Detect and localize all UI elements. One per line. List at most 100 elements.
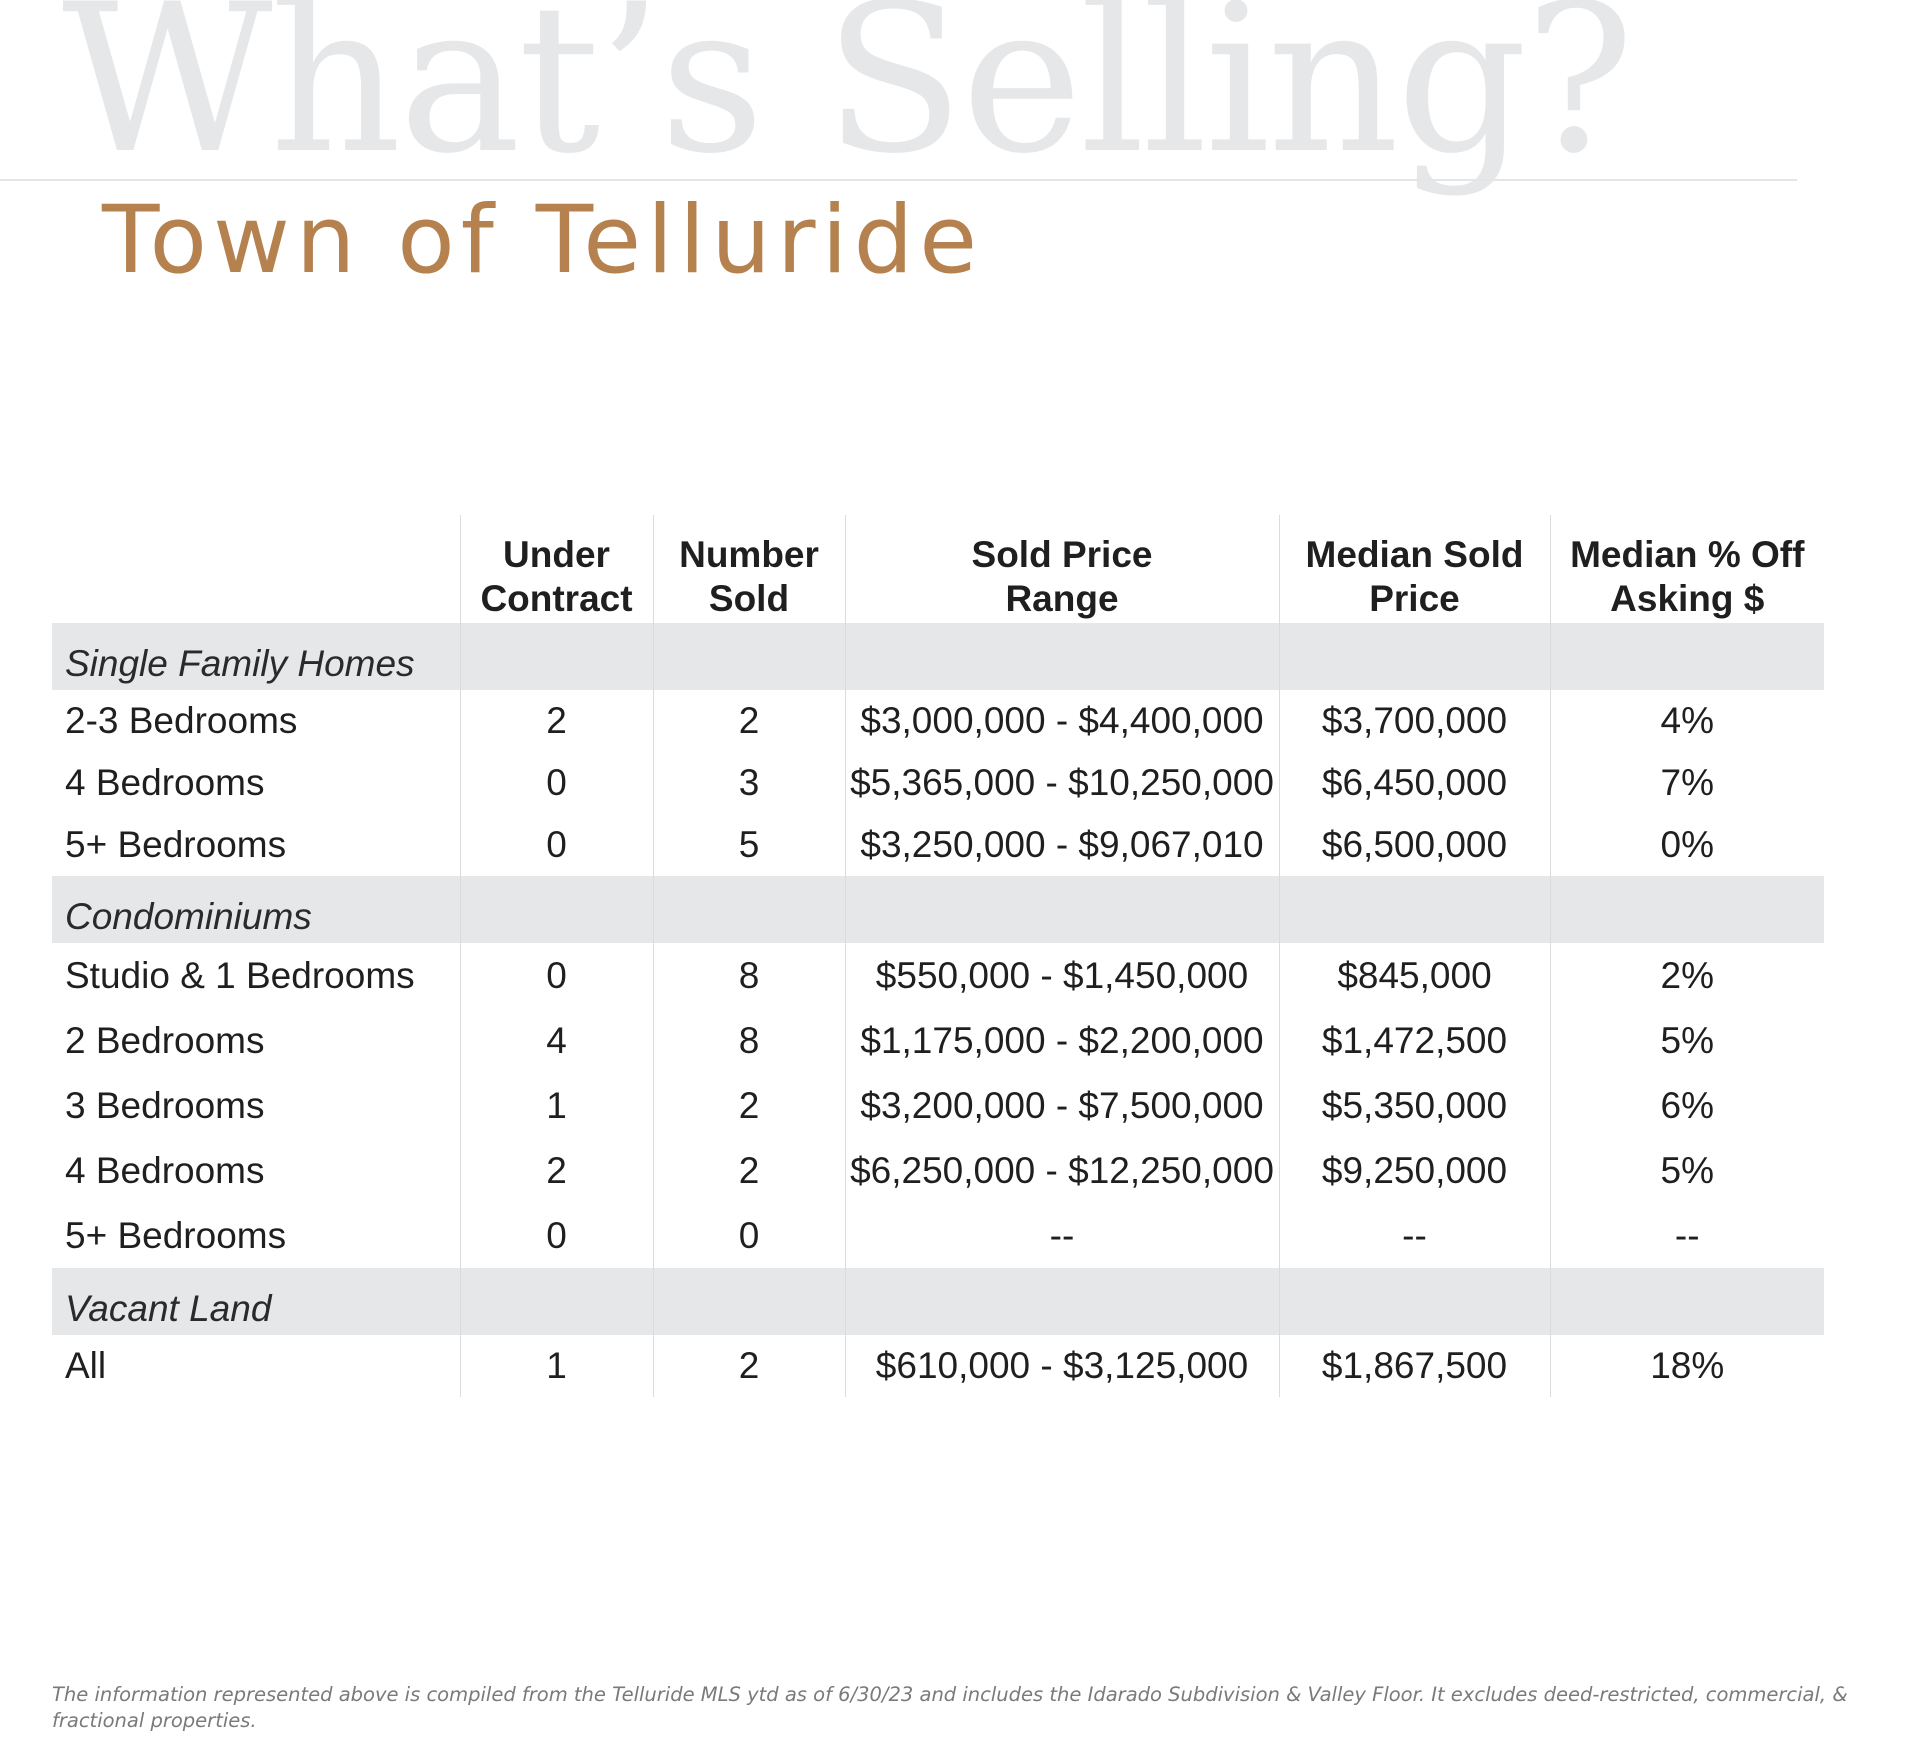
under-contract-cell: 2 [459,1138,653,1203]
row-label: 2 Bedrooms [65,1019,265,1061]
median-price-cell: $1,472,500 [1278,1008,1550,1073]
header-sold-price-range-line1: Sold Price [971,534,1153,575]
median-price-cell: $9,250,000 [1278,1138,1550,1203]
off-asking-cell: 2% [1549,943,1824,1008]
table-row: Studio & 1 Bedrooms 0 8 $550,000 - $1,45… [52,943,1824,1008]
section-cell [1549,1268,1824,1335]
section-label: Condominiums [52,876,460,943]
row-label: 2-3 Bedrooms [65,700,298,741]
median-price-cell: $845,000 [1278,943,1550,1008]
median-price-cell: -- [1278,1203,1550,1268]
section-row-condominiums: Condominiums [52,876,1824,943]
median-price-cell: $1,867,500 [1278,1335,1550,1397]
header-number-sold: Number Sold [652,515,845,623]
under-contract-cell: 4 [459,1008,653,1073]
row-label: 4 Bedrooms [65,762,265,803]
header-median-sold-price-line2: Price [1369,578,1460,619]
section-cell [459,623,653,690]
header-median-off-asking-line1: Median % Off [1570,534,1805,575]
section-cell [844,623,1279,690]
section-cell [1549,876,1824,943]
table-row: All 1 2 $610,000 - $3,125,000 $1,867,500… [52,1335,1824,1397]
section-label: Vacant Land [52,1268,460,1335]
median-price-cell: $3,700,000 [1278,690,1550,752]
header-median-sold-price: Median Sold Price [1278,515,1550,623]
price-range-cell: -- [844,1203,1279,1268]
off-asking-cell: 18% [1549,1335,1824,1397]
number-sold-cell: 3 [652,752,845,814]
median-price-cell: $6,500,000 [1278,814,1550,876]
price-range-cell: $610,000 - $3,125,000 [844,1335,1279,1397]
under-contract-cell: 0 [459,814,653,876]
header-under-contract-line1: Under [503,534,610,575]
section-cell [1549,623,1824,690]
footnote: The information represented above is com… [52,1683,1848,1732]
section-cell [1278,1268,1550,1335]
row-label: All [65,1345,107,1386]
number-sold-cell: 2 [652,1138,845,1203]
number-sold-cell: 0 [652,1203,845,1268]
table-row: 3 Bedrooms 1 2 $3,200,000 - $7,500,000 $… [52,1073,1824,1138]
price-range-cell: $3,000,000 - $4,400,000 [844,690,1279,752]
header-under-contract: Under Contract [459,515,653,623]
off-asking-cell: 6% [1549,1073,1824,1138]
off-asking-cell: 4% [1549,690,1824,752]
price-range-cell: $3,250,000 - $9,067,010 [844,814,1279,876]
number-sold-cell: 2 [652,690,845,752]
median-price-cell: $6,450,000 [1278,752,1550,814]
section-row-vacant-land: Vacant Land [52,1268,1824,1335]
background-title: What’s Selling? [62,0,1634,199]
price-range-cell: $3,200,000 - $7,500,000 [844,1073,1279,1138]
number-sold-cell: 8 [652,1008,845,1073]
price-range-cell: $5,365,000 - $10,250,000 [844,752,1279,814]
section-cell [844,1268,1279,1335]
section-row-single-family: Single Family Homes [52,623,1824,690]
price-range-cell: $1,175,000 - $2,200,000 [844,1008,1279,1073]
off-asking-cell: 5% [1549,1008,1824,1073]
section-cell [1278,876,1550,943]
header-sold-price-range-line2: Range [1005,578,1119,619]
table-row: 2 Bedrooms 4 8 $1,175,000 - $2,200,000 $… [52,1008,1824,1073]
table-row: 2-3 Bedrooms 2 2 $3,000,000 - $4,400,000… [52,690,1824,752]
header-number-sold-line2: Sold [708,578,790,619]
row-label: 5+ Bedrooms [65,1214,287,1256]
page-title: Town of Telluride [102,186,984,295]
header-sold-price-range: Sold Price Range [844,515,1279,623]
under-contract-cell: 2 [459,690,653,752]
off-asking-cell: 0% [1549,814,1824,876]
header-median-off-asking-line2: Asking $ [1610,578,1765,619]
section-cell [459,876,653,943]
header-empty [52,515,460,623]
under-contract-cell: 1 [459,1335,653,1397]
section-cell [652,623,845,690]
number-sold-cell: 2 [652,1073,845,1138]
median-price-cell: $5,350,000 [1278,1073,1550,1138]
section-cell [652,1268,845,1335]
under-contract-cell: 0 [459,1203,653,1268]
off-asking-cell: -- [1549,1203,1824,1268]
table-row: 4 Bedrooms 2 2 $6,250,000 - $12,250,000 … [52,1138,1824,1203]
row-label: 5+ Bedrooms [65,824,287,865]
section-cell [652,876,845,943]
header-under-contract-line2: Contract [480,578,633,619]
header-median-off-asking: Median % Off Asking $ [1549,515,1824,623]
table-row: 4 Bedrooms 0 3 $5,365,000 - $10,250,000 … [52,752,1824,814]
under-contract-cell: 0 [459,752,653,814]
table-row: 5+ Bedrooms 0 0 -- -- -- [52,1203,1824,1268]
row-label: 3 Bedrooms [65,1084,265,1126]
title-divider [0,179,1797,181]
table-row: 5+ Bedrooms 0 5 $3,250,000 - $9,067,010 … [52,814,1824,876]
table-header-row: Under Contract Number Sold Sold Price Ra… [52,515,1824,623]
number-sold-cell: 5 [652,814,845,876]
off-asking-cell: 7% [1549,752,1824,814]
under-contract-cell: 0 [459,943,653,1008]
price-range-cell: $550,000 - $1,450,000 [844,943,1279,1008]
number-sold-cell: 2 [652,1335,845,1397]
section-cell [844,876,1279,943]
price-range-cell: $6,250,000 - $12,250,000 [844,1138,1279,1203]
section-cell [459,1268,653,1335]
under-contract-cell: 1 [459,1073,653,1138]
row-label: Studio & 1 Bedrooms [65,954,415,996]
off-asking-cell: 5% [1549,1138,1824,1203]
section-cell [1278,623,1550,690]
